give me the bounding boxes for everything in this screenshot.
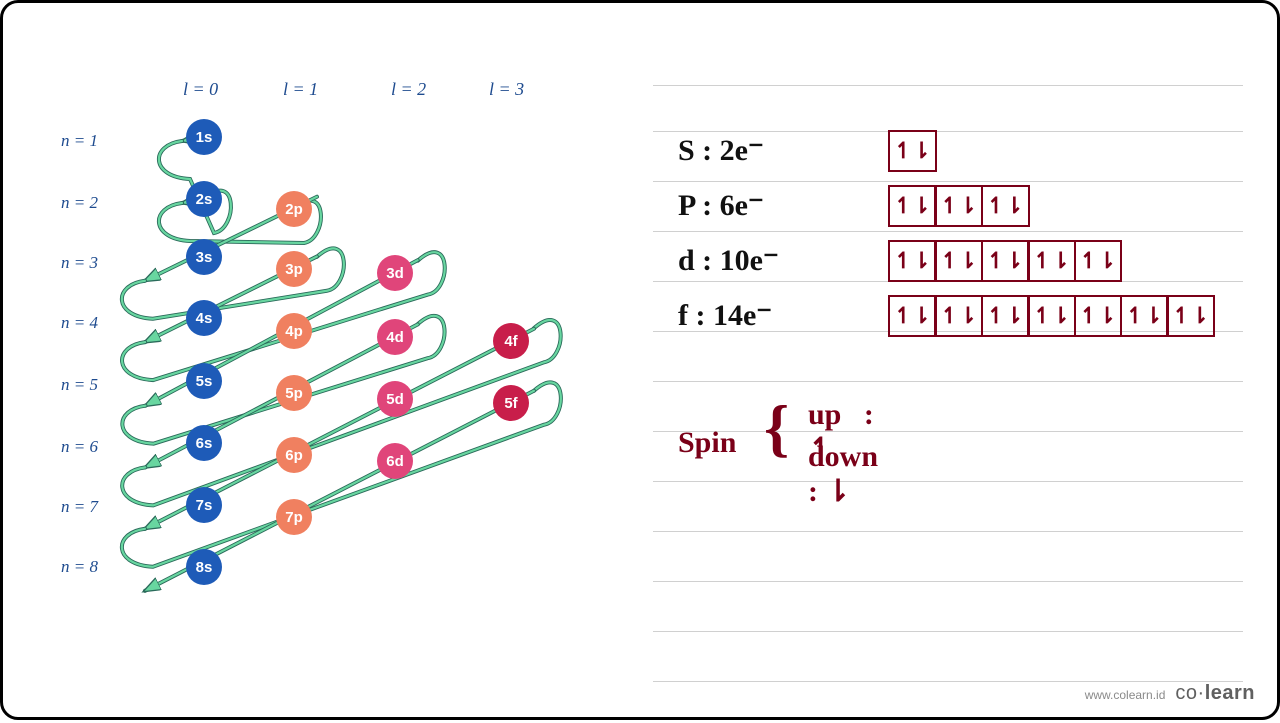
rule-line [653, 181, 1243, 182]
footer-brand: co·learn [1175, 682, 1255, 705]
orbital-5d: 5d [377, 381, 413, 417]
orbital-3d: 3d [377, 255, 413, 291]
orbital-6d: 6d [377, 443, 413, 479]
orbital-6s: 6s [186, 425, 222, 461]
orbital-2s: 2s [186, 181, 222, 217]
orbital-boxes: ↿⇂↿⇂↿⇂↿⇂↿⇂ [888, 240, 1122, 282]
electron-box: ↿⇂ [888, 185, 937, 227]
arrow-path-svg [3, 3, 623, 723]
orbital-7p: 7p [276, 499, 312, 535]
electron-box: ↿⇂ [1074, 295, 1123, 337]
orbital-4f: 4f [493, 323, 529, 359]
footer: www.colearn.id co·learn [1085, 682, 1255, 705]
electron-box: ↿⇂ [981, 185, 1030, 227]
orbital-4s: 4s [186, 300, 222, 336]
spin-down: down : ⇂ [808, 440, 878, 509]
orbital-3s: 3s [186, 239, 222, 275]
orbital-boxes: ↿⇂ [888, 130, 937, 172]
orbital-5f: 5f [493, 385, 529, 421]
subshell-label: S : 2e⁻ [678, 133, 823, 168]
subshell-row-d: d : 10e⁻↿⇂↿⇂↿⇂↿⇂↿⇂ [678, 243, 823, 278]
electron-box: ↿⇂ [888, 295, 937, 337]
electron-box: ↿⇂ [1027, 295, 1076, 337]
rule-line [653, 85, 1243, 86]
electron-box: ↿⇂ [934, 240, 983, 282]
orbital-4d: 4d [377, 319, 413, 355]
electron-box: ↿⇂ [1120, 295, 1169, 337]
subshell-row-f: f : 14e⁻↿⇂↿⇂↿⇂↿⇂↿⇂↿⇂↿⇂ [678, 298, 823, 333]
brace-icon: { [764, 396, 789, 460]
electron-box: ↿⇂ [934, 185, 983, 227]
notes-panel: S : 2e⁻↿⇂P : 6e⁻↿⇂↿⇂↿⇂d : 10e⁻↿⇂↿⇂↿⇂↿⇂↿⇂… [623, 3, 1263, 723]
electron-box: ↿⇂ [1074, 240, 1123, 282]
rule-line [653, 481, 1243, 482]
rule-line [653, 231, 1243, 232]
rule-line [653, 381, 1243, 382]
rule-line [653, 631, 1243, 632]
orbital-5s: 5s [186, 363, 222, 399]
orbital-6p: 6p [276, 437, 312, 473]
rule-line [653, 131, 1243, 132]
rule-line [653, 431, 1243, 432]
electron-box: ↿⇂ [981, 295, 1030, 337]
orbital-7s: 7s [186, 487, 222, 523]
orbital-boxes: ↿⇂↿⇂↿⇂↿⇂↿⇂↿⇂↿⇂ [888, 295, 1215, 337]
electron-box: ↿⇂ [981, 240, 1030, 282]
spin-label: Spin [678, 426, 736, 460]
subshell-label: P : 6e⁻ [678, 188, 823, 223]
rule-line [653, 531, 1243, 532]
orbital-2p: 2p [276, 191, 312, 227]
orbital-1s: 1s [186, 119, 222, 155]
rule-line [653, 581, 1243, 582]
orbital-8s: 8s [186, 549, 222, 585]
subshell-row-S: S : 2e⁻↿⇂ [678, 133, 823, 168]
orbital-3p: 3p [276, 251, 312, 287]
electron-box: ↿⇂ [888, 130, 937, 172]
subshell-row-P: P : 6e⁻↿⇂↿⇂↿⇂ [678, 188, 823, 223]
electron-box: ↿⇂ [934, 295, 983, 337]
orbital-4p: 4p [276, 313, 312, 349]
electron-box: ↿⇂ [888, 240, 937, 282]
aufbau-diagram: l = 0l = 1l = 2l = 3n = 1n = 2n = 3n = 4… [3, 3, 623, 723]
orbital-5p: 5p [276, 375, 312, 411]
subshell-label: d : 10e⁻ [678, 243, 823, 278]
footer-url: www.colearn.id [1085, 688, 1166, 702]
electron-box: ↿⇂ [1166, 295, 1215, 337]
orbital-boxes: ↿⇂↿⇂↿⇂ [888, 185, 1030, 227]
subshell-label: f : 14e⁻ [678, 298, 823, 333]
electron-box: ↿⇂ [1027, 240, 1076, 282]
